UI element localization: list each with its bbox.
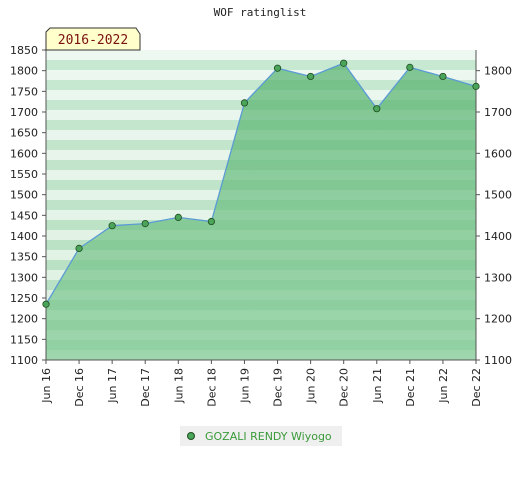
left-tick-label: 1150 [10,333,38,346]
left-tick-label: 1650 [10,127,38,140]
left-tick-label: 1250 [10,292,38,305]
left-tick-label: 1450 [10,209,38,222]
grid-band [46,50,476,60]
data-point [307,72,315,81]
area-stripe [46,170,476,180]
left-tick-label: 1400 [10,230,38,243]
area-stripe [46,350,476,360]
area-stripe [46,210,476,220]
data-point [406,63,414,71]
data-point [340,59,348,67]
left-tick-label: 1750 [10,85,38,98]
area-stripe [46,190,476,200]
data-point [373,105,381,113]
right-tick-label: 1200 [484,313,512,326]
left-tick-label: 1800 [10,65,38,78]
x-tick-label: Dec 21 [404,368,417,407]
area-stripe [46,90,476,100]
area-stripe [46,130,476,140]
area-stripe [46,50,476,60]
right-tick-label: 1300 [484,271,512,284]
area-stripe [46,150,476,160]
left-tick-label: 1350 [10,251,38,264]
x-tick-label: Jun 19 [238,368,251,404]
data-point [141,220,149,228]
data-point [42,300,50,308]
legend-marker-icon [187,432,195,440]
right-tick-label: 1100 [484,354,512,367]
x-tick-label: Jun 16 [40,368,53,404]
left-tick-label: 1100 [10,354,38,367]
data-point [75,244,83,252]
x-tick-label: Jun 21 [371,368,384,404]
period-badge [45,27,141,51]
x-tick-label: Jun 20 [305,368,318,404]
x-tick-label: Jun 17 [106,368,119,404]
left-tick-label: 1300 [10,271,38,284]
grid-band [46,60,476,70]
data-point [108,222,116,230]
x-tick-label: Dec 18 [205,368,218,407]
right-tick-label: 1800 [484,65,512,78]
chart-title: WOF ratinglist [213,6,307,19]
data-point [207,217,215,226]
x-tick-label: Dec 20 [338,368,351,407]
series-area [46,63,476,360]
left-tick-label: 1550 [10,168,38,181]
area-stripe [46,250,476,260]
x-tick-label: Jun 22 [437,368,450,404]
right-tick-label: 1600 [484,147,512,160]
x-tick-label: Dec 19 [272,368,285,407]
x-tick-label: Dec 16 [73,368,86,407]
data-point [240,99,249,107]
area-stripe [46,110,476,120]
right-tick-label: 1700 [484,106,512,119]
data-point [174,213,182,221]
period-badge-label: 2016-2022 [58,33,128,48]
series-line [46,62,476,305]
right-tick-label: 1500 [484,189,512,202]
data-point [472,82,480,90]
area-stripe [46,70,476,80]
left-tick-label: 1200 [10,313,38,326]
area-stripe [46,270,476,280]
area-stripe [46,230,476,240]
x-tick-label: Dec 22 [470,368,483,407]
left-tick-label: 1600 [10,147,38,160]
legend[interactable]: GOZALI RENDY Wiyogo [180,426,342,446]
left-tick-label: 1500 [10,189,38,202]
x-tick-label: Dec 17 [139,368,152,407]
area-stripe [46,290,476,300]
grid-band [46,70,476,80]
left-tick-label: 1850 [10,44,38,57]
left-tick-label: 1700 [10,106,38,119]
legend-label: GOZALI RENDY Wiyogo [205,429,332,443]
right-tick-label: 1400 [484,230,512,243]
area-stripe [46,310,476,320]
data-point [439,72,447,81]
x-tick-label: Jun 18 [172,368,185,404]
area-stripe [46,330,476,340]
data-point [273,64,282,72]
